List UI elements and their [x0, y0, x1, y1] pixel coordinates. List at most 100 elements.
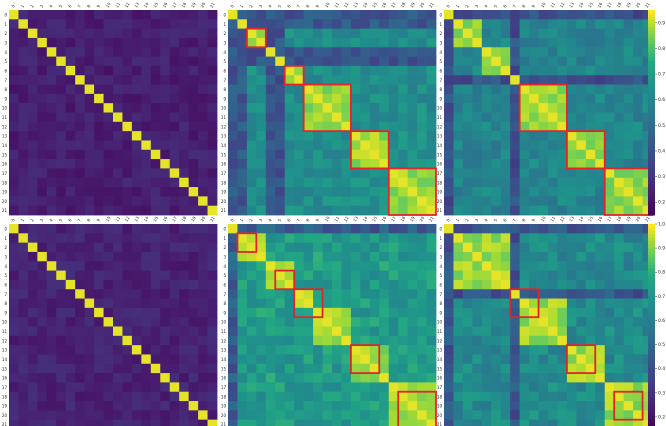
heatmap-cell	[179, 401, 190, 411]
colorbar-segment	[648, 285, 655, 290]
heatmap-cell	[462, 224, 473, 234]
heatmap-cell	[576, 410, 587, 421]
heatmap-cell	[265, 112, 276, 123]
heatmap-cell	[595, 289, 606, 299]
heatmap-cell	[65, 270, 76, 281]
heatmap-cell	[566, 19, 577, 30]
heatmap-cell	[491, 261, 502, 271]
heatmap-cell	[313, 75, 323, 85]
heatmap-cell	[169, 168, 180, 179]
heatmap-cell	[417, 168, 427, 179]
heatmap-cell	[623, 307, 634, 318]
heatmap-cell	[113, 363, 123, 374]
heatmap-cell	[407, 84, 418, 95]
heatmap-cell	[56, 187, 67, 197]
heatmap-cell	[27, 354, 38, 365]
heatmap-cell	[538, 317, 549, 327]
colorbar-segment	[648, 350, 655, 355]
heatmap-cell	[462, 177, 473, 188]
heatmap-cell	[160, 345, 171, 355]
heatmap-cell	[500, 391, 511, 402]
heatmap-cell	[604, 177, 615, 188]
heatmap-cell	[207, 261, 218, 271]
heatmap-cell	[595, 56, 606, 67]
heatmap-cell	[322, 37, 333, 48]
heatmap-cell	[275, 307, 286, 318]
x-tick-label: 18	[180, 215, 187, 222]
heatmap-cell	[538, 401, 549, 411]
highlight-box	[387, 167, 437, 216]
heatmap-cell	[275, 56, 286, 67]
heatmap-cell	[510, 177, 521, 188]
colorbar-segment	[648, 170, 655, 175]
heatmap-cell	[604, 391, 615, 402]
heatmap-cell	[407, 298, 418, 309]
heatmap-cell	[500, 84, 511, 95]
heatmap-cell	[141, 261, 152, 271]
heatmap-cell	[417, 121, 427, 132]
heatmap-cell	[538, 410, 549, 421]
heatmap-cell	[141, 401, 152, 411]
heatmap-cell	[18, 112, 29, 123]
heatmap-cell	[84, 233, 95, 244]
heatmap-cell	[188, 131, 199, 141]
heatmap-cell	[360, 363, 371, 374]
heatmap-cell	[313, 298, 323, 309]
heatmap-cell	[623, 251, 634, 262]
heatmap-cell	[188, 419, 199, 426]
heatmap-cell	[122, 196, 133, 207]
heatmap-cell	[56, 242, 67, 253]
heatmap-cell	[398, 382, 409, 393]
heatmap-cell	[360, 112, 371, 123]
heatmap-cell	[94, 10, 104, 20]
heatmap-cell	[566, 84, 577, 95]
heatmap-cell	[585, 159, 596, 169]
heatmap-cell	[303, 75, 314, 85]
heatmap-cell	[332, 326, 342, 337]
heatmap-cell	[585, 10, 596, 20]
heatmap-cell	[633, 354, 643, 365]
heatmap-cell	[623, 261, 634, 271]
heatmap-cell	[246, 307, 257, 318]
heatmap-cell	[46, 270, 57, 281]
heatmap-cell	[65, 103, 76, 113]
heatmap-cell	[407, 19, 418, 30]
heatmap-cell	[228, 289, 238, 299]
heatmap-cell	[265, 131, 276, 141]
heatmap-cell	[265, 187, 276, 197]
y-tick-label: 18	[221, 394, 227, 399]
heatmap-cell	[472, 373, 483, 383]
heatmap-cell	[453, 363, 464, 374]
heatmap-cell	[576, 10, 587, 20]
heatmap-cell	[275, 112, 286, 123]
heatmap-cell	[122, 270, 133, 281]
heatmap-cell	[557, 75, 568, 85]
heatmap-cell	[585, 261, 596, 271]
heatmap-cell	[84, 56, 95, 67]
heatmap-cell	[633, 177, 643, 188]
heatmap-cell	[350, 317, 361, 327]
colorbar-segment	[648, 388, 655, 392]
colorbar-segment	[648, 44, 655, 49]
heatmap-cell	[113, 251, 123, 262]
heatmap-cell	[481, 149, 492, 160]
heatmap-cell	[379, 149, 390, 160]
heatmap-cell	[500, 270, 511, 281]
heatmap-cell	[481, 363, 492, 374]
heatmap-cell	[417, 279, 427, 290]
heatmap-cell	[94, 289, 104, 299]
heatmap-cell	[407, 37, 418, 48]
heatmap-cell	[313, 140, 323, 151]
heatmap-cell	[188, 65, 199, 76]
heatmap-cell	[519, 140, 530, 151]
heatmap-cell	[188, 196, 199, 207]
x-tick-label: 17	[606, 1, 613, 8]
heatmap-cell	[113, 37, 123, 48]
heatmap-cell	[369, 177, 380, 188]
colorbar-tick-label: 0.6	[658, 97, 665, 103]
heatmap-cell	[444, 289, 454, 299]
heatmap-cell	[237, 93, 248, 104]
heatmap-cell	[595, 168, 606, 179]
heatmap-cell	[604, 242, 615, 253]
heatmap-cell	[633, 270, 643, 281]
